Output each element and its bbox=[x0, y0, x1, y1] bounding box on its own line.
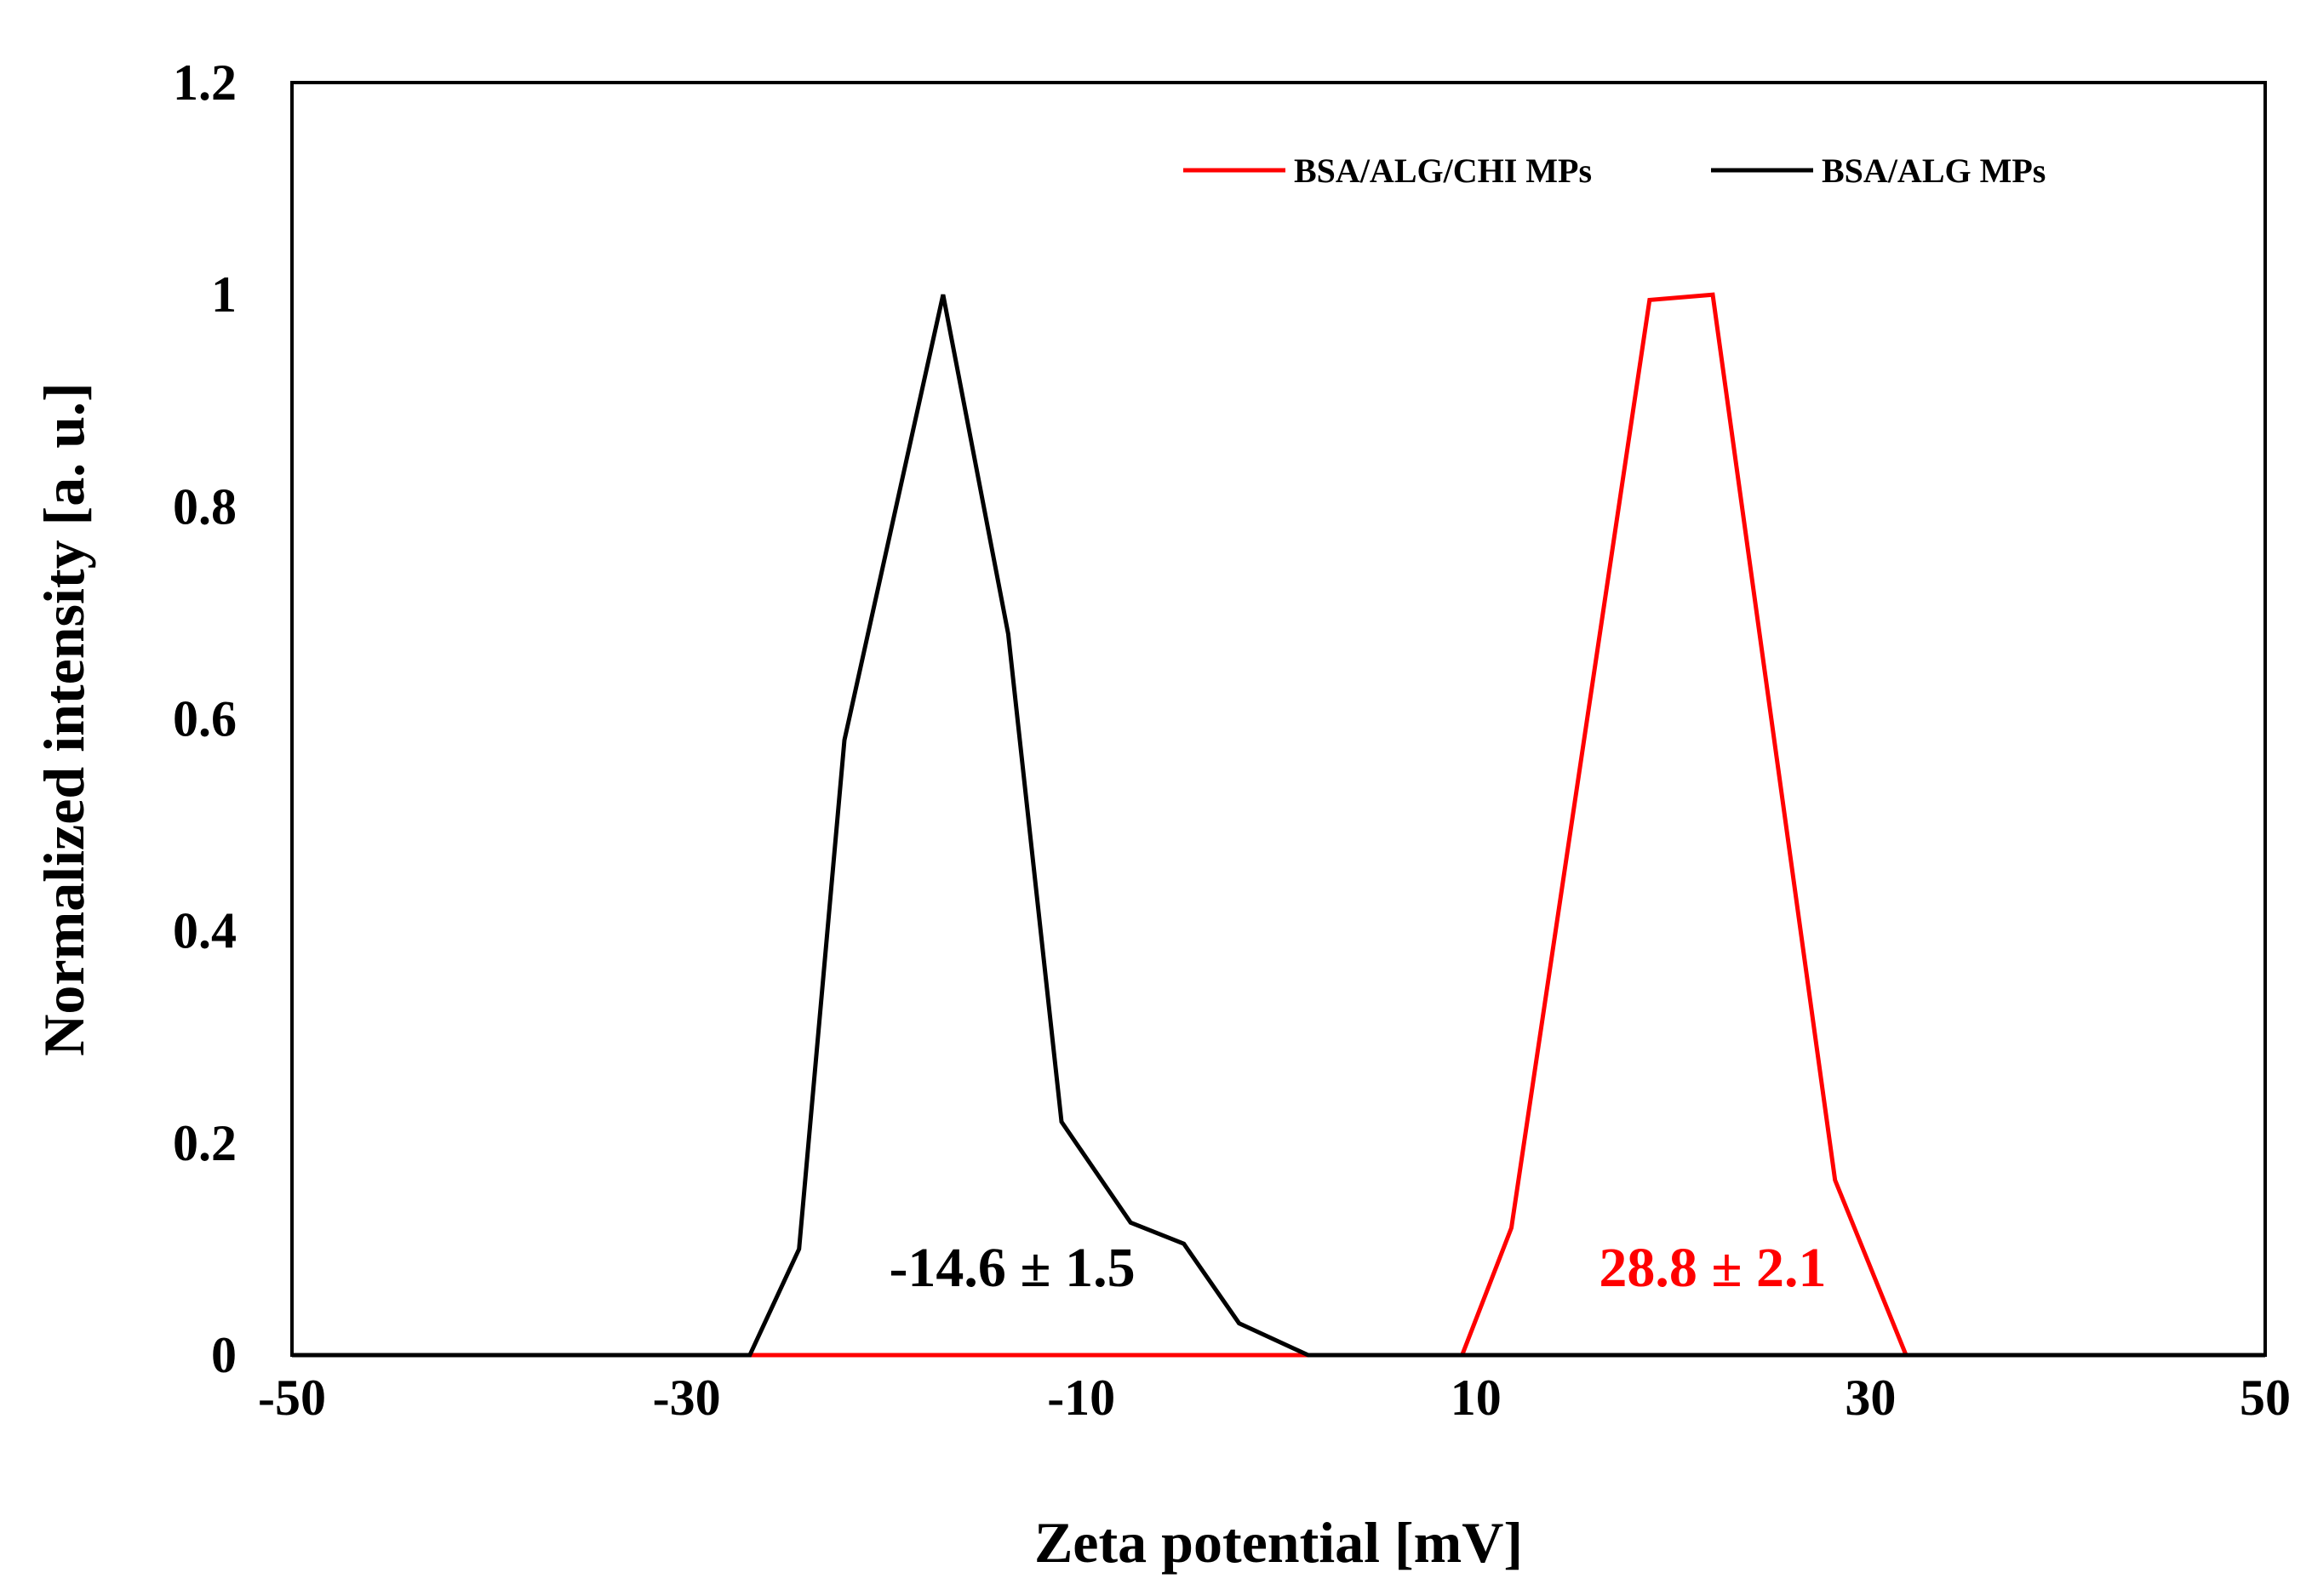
y-tick-label: 0.6 bbox=[173, 691, 237, 747]
legend: BSA/ALG/CHI MPs BSA/ALG MPs bbox=[1183, 152, 2046, 190]
series-line-0 bbox=[292, 292, 2265, 1358]
x-tick-label: -10 bbox=[1047, 1370, 1115, 1426]
legend-label-bsa-alg-chi: BSA/ALG/CHI MPs bbox=[1294, 152, 1592, 190]
x-tick-label: -30 bbox=[653, 1370, 721, 1426]
y-tick-labels: 0 0.2 0.4 0.6 0.8 1 1.2 bbox=[173, 54, 237, 1383]
y-tick-label: 0.2 bbox=[173, 1115, 237, 1171]
y-axis-title: Normalized intensity [a. u.] bbox=[31, 382, 96, 1055]
plot-frame bbox=[290, 81, 2267, 1357]
x-tick-label: 10 bbox=[1451, 1370, 1502, 1426]
x-tick-labels: -50 -30 -10 10 30 50 bbox=[258, 1370, 2291, 1426]
series-line-1 bbox=[292, 294, 2265, 1358]
annotation-label: -14.6 ± 1.5 bbox=[889, 1237, 1135, 1299]
annotation-label: 28.8 ± 2.1 bbox=[1599, 1237, 1826, 1299]
series-layer bbox=[292, 292, 2265, 1358]
annotations: -14.6 ± 1.5 28.8 ± 2.1 bbox=[889, 1237, 1826, 1299]
legend-label-bsa-alg: BSA/ALG MPs bbox=[1822, 152, 2046, 190]
x-axis-title: Zeta potential [mV] bbox=[1034, 1510, 1523, 1575]
y-tick-label: 0.8 bbox=[173, 478, 237, 535]
x-tick-label: 50 bbox=[2240, 1370, 2291, 1426]
y-tick-label: 0.4 bbox=[173, 903, 237, 959]
x-tick-label: -50 bbox=[258, 1370, 326, 1426]
y-tick-label: 1.2 bbox=[173, 54, 237, 111]
y-tick-label: 1 bbox=[211, 266, 237, 323]
x-tick-label: 30 bbox=[1845, 1370, 1896, 1426]
y-tick-label: 0 bbox=[211, 1327, 237, 1383]
